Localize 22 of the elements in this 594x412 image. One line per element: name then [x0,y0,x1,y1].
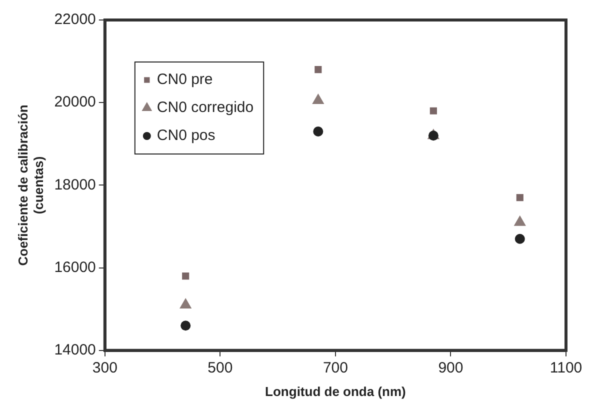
point [313,126,324,137]
y-axis-title: Coeficiente de calibración (cuentas) [15,104,46,266]
point [180,320,191,331]
legend-label: CN0 pos [156,127,216,144]
point [314,66,322,74]
point [514,234,525,244]
point [182,272,190,280]
y-tick-label: 18000 [54,176,96,194]
x-tick-label: 1100 [550,360,582,377]
x-axis-title: Longitud de onda (nm) [265,384,406,399]
x-tick-label: 300 [92,360,118,377]
x-tick-label: 900 [438,360,464,377]
legend-label: CN0 pre [156,71,213,88]
x-tick-label: 700 [322,360,348,377]
y-tick-label: 16000 [54,258,96,276]
y-tick-label: 22000 [54,11,96,28]
legend-label: CN0 corregido [156,99,254,116]
x-tick-label: 500 [208,360,233,377]
point [430,107,437,114]
y-tick-label: 20000 [54,94,96,111]
point [516,194,524,202]
y-tick-label: 14000 [54,342,96,359]
